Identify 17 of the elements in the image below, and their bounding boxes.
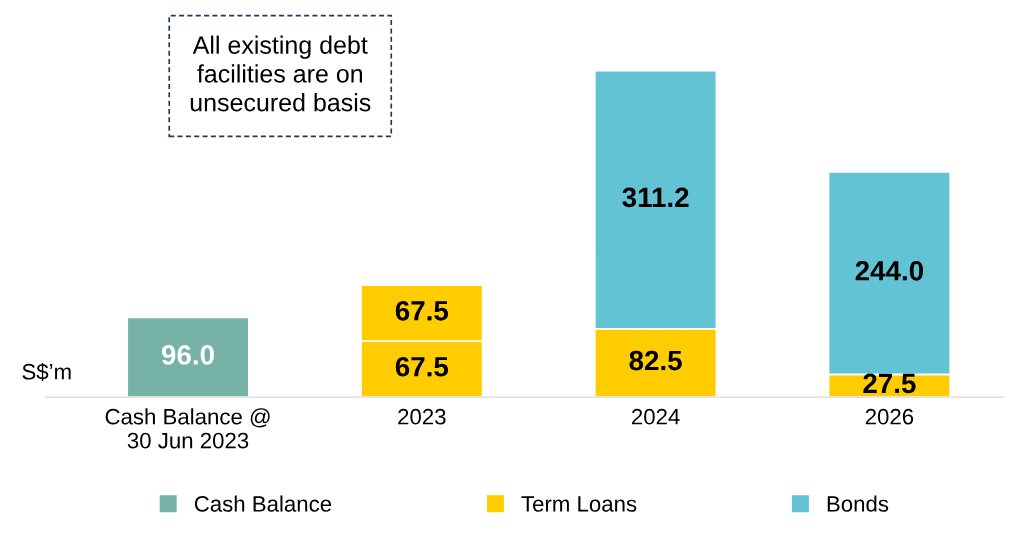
data-label: 244.0 xyxy=(855,260,924,281)
data-label: 67.5 xyxy=(395,356,449,377)
legend-label: Term Loans xyxy=(521,496,637,512)
data-label: 82.5 xyxy=(629,350,682,371)
legend-label: Bonds xyxy=(827,495,889,512)
annotation: All existing debt facilities are on unsecured basis xyxy=(190,35,371,112)
legend-label: Cash Balance xyxy=(194,495,332,512)
bar xyxy=(126,316,250,398)
x-tick-label: Cash Balance @ 30 Jun 2023 xyxy=(105,408,270,449)
data-label: 27.5 xyxy=(863,373,916,394)
y-axis-title: S$’m xyxy=(22,362,71,381)
data-label: 67.5 xyxy=(395,300,449,321)
data-label: 311.2 xyxy=(622,187,689,208)
x-tick-label: 2026 xyxy=(865,408,914,425)
x-tick-label: 2024 xyxy=(632,408,680,425)
x-tick-label: 2023 xyxy=(398,408,446,425)
data-label: 96.0 xyxy=(161,345,214,365)
